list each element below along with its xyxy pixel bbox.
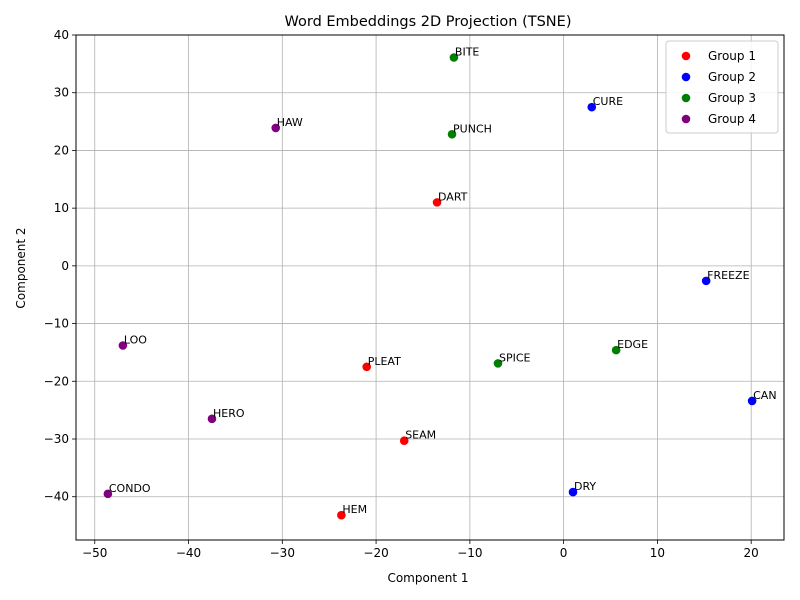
- point-label: HERO: [213, 407, 245, 420]
- chart-title: Word Embeddings 2D Projection (TSNE): [285, 14, 572, 30]
- legend-marker: [681, 93, 691, 103]
- data-points: DART PLEAT SEAM HEM CURE FREEZE CAN DRY BITE PUNC…: [103, 46, 777, 520]
- point-label: BITE: [455, 46, 480, 59]
- axis-ticks: −50 −40 −30 −20 −10 0 10 20 −40 −30 −20 −10 0 10 20 30 4…: [44, 28, 759, 560]
- x-tick-label: −40: [176, 546, 201, 560]
- x-tick-label: 0: [560, 546, 568, 560]
- x-tick-label: −10: [457, 546, 482, 560]
- data-point: [447, 129, 457, 139]
- y-tick-label: 40: [54, 28, 69, 42]
- y-axis-label: Component 2: [14, 227, 28, 308]
- y-tick-label: 20: [54, 143, 69, 157]
- data-point: [103, 489, 113, 499]
- y-tick-label: 10: [54, 201, 69, 215]
- data-point: [493, 359, 503, 368]
- data-point: [747, 396, 757, 406]
- legend-entry: Group 4: [708, 112, 756, 126]
- y-tick-label: 30: [54, 86, 69, 100]
- data-point: [701, 276, 711, 286]
- point-label: CAN: [753, 389, 776, 402]
- x-tick-label: 20: [744, 546, 759, 560]
- y-tick-label: −10: [44, 317, 69, 331]
- legend: Group 1 Group 2 Group 3 Group 4: [665, 40, 779, 134]
- data-point: [207, 414, 217, 424]
- data-point: [271, 123, 281, 133]
- legend-box: [665, 40, 779, 134]
- data-point: [362, 362, 372, 372]
- plot-frame: [75, 34, 785, 541]
- y-tick-label: −40: [44, 490, 69, 504]
- point-label: SEAM: [405, 429, 436, 442]
- x-tick-label: −20: [363, 546, 388, 560]
- point-label: SPICE: [499, 351, 531, 364]
- data-point: [432, 198, 442, 207]
- point-label: EDGE: [617, 338, 648, 351]
- y-tick-label: 0: [61, 259, 69, 273]
- y-tick-label: −30: [44, 432, 69, 446]
- legend-marker: [681, 72, 691, 82]
- legend-entry: Group 3: [708, 91, 756, 105]
- x-tick-label: −30: [270, 546, 295, 560]
- x-tick-label: −50: [82, 546, 107, 560]
- point-label: HAW: [277, 116, 303, 129]
- data-point: [118, 341, 128, 350]
- point-label: FREEZE: [707, 269, 749, 282]
- point-label: DART: [438, 190, 468, 203]
- data-point: [337, 510, 346, 520]
- data-point: [587, 102, 597, 112]
- legend-marker: [681, 51, 691, 61]
- legend-marker: [681, 114, 691, 124]
- point-label: CURE: [593, 95, 623, 108]
- legend-entry: Group 2: [708, 70, 756, 84]
- data-point: [568, 487, 578, 497]
- x-tick-label: 10: [650, 546, 665, 560]
- point-label: CONDO: [109, 482, 151, 495]
- point-label: PUNCH: [453, 122, 492, 135]
- data-point: [399, 436, 409, 446]
- point-label: PLEAT: [368, 355, 401, 368]
- y-tick-label: −20: [44, 374, 69, 388]
- point-label: DRY: [574, 480, 596, 493]
- x-axis-label: Component 1: [387, 571, 468, 585]
- point-label: HEM: [342, 503, 367, 516]
- data-point: [611, 345, 621, 355]
- point-label: LOO: [124, 334, 147, 347]
- data-point: [449, 53, 459, 62]
- legend-entry: Group 1: [708, 49, 756, 63]
